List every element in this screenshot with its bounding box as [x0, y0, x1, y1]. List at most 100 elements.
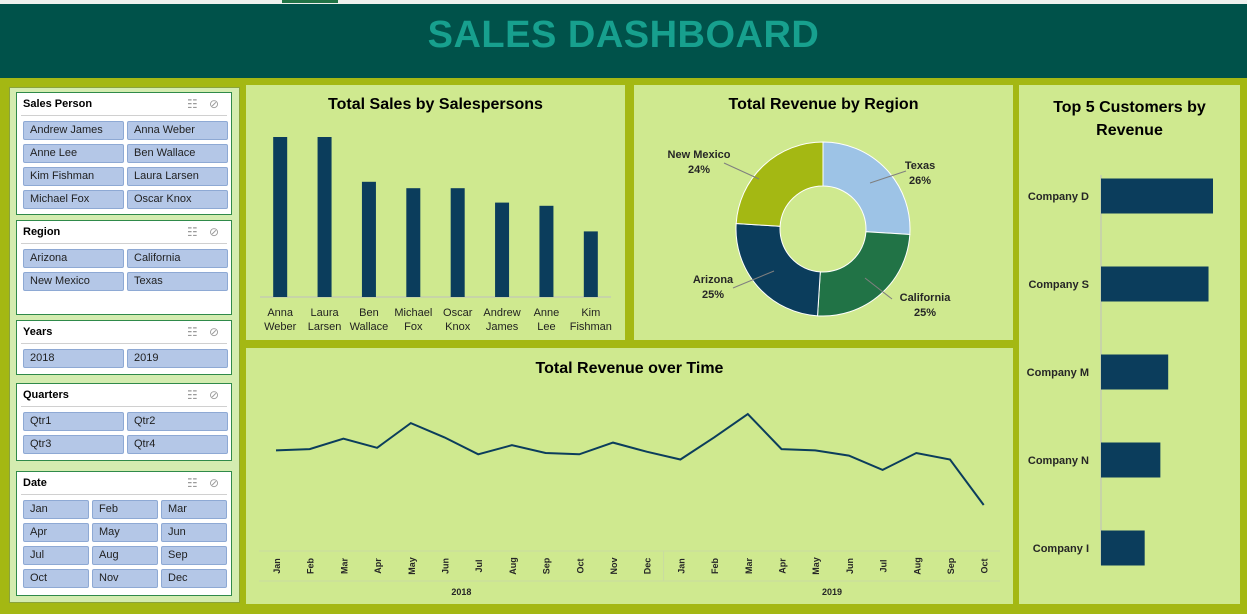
slicer-item-region[interactable]: Arizona — [23, 249, 124, 268]
tick-label-month: Jul — [474, 559, 484, 572]
slicer-item-quarters[interactable]: Qtr2 — [127, 412, 228, 431]
tick-label-customer: Company M — [1027, 367, 1089, 379]
slicer-item-quarters[interactable]: Qtr4 — [127, 435, 228, 454]
slicer-item-quarters[interactable]: Qtr3 — [23, 435, 124, 454]
tick-label-salesperson: Fox — [404, 321, 423, 333]
multi-select-icon[interactable]: ☷ — [187, 97, 198, 111]
bar-customer[interactable] — [1101, 442, 1161, 478]
sheet-tab-indicator[interactable] — [282, 0, 338, 3]
tick-label-month: May — [407, 557, 417, 575]
bar-salesperson[interactable] — [450, 188, 465, 297]
tick-label-salesperson: Ben — [359, 307, 379, 319]
tick-label-month: Jan — [272, 558, 282, 574]
tick-label-customer: Company I — [1033, 543, 1089, 555]
tick-label-customer: Company N — [1028, 455, 1089, 467]
bar-customer[interactable] — [1101, 266, 1209, 302]
donut-pct-label: 25% — [702, 289, 724, 301]
slicer-divider — [21, 343, 227, 344]
slicer-item-sales-person[interactable]: Anne Lee — [23, 144, 124, 163]
slicer-item-region[interactable]: New Mexico — [23, 272, 124, 291]
donut-label: California — [900, 292, 952, 304]
slicer-item-date[interactable]: Jun — [161, 523, 227, 542]
slicer-item-sales-person[interactable]: Anna Weber — [127, 121, 228, 140]
slicer-item-date[interactable]: Jul — [23, 546, 89, 565]
bar-salesperson[interactable] — [539, 205, 554, 297]
clear-filter-icon[interactable]: ⊘ — [209, 388, 220, 402]
multi-select-icon[interactable]: ☷ — [187, 388, 198, 402]
slicer-header-icons: ☷ ⊘ — [185, 325, 225, 339]
clear-filter-icon[interactable]: ⊘ — [209, 476, 220, 490]
donut-label: Texas — [905, 160, 935, 172]
tick-label-month: Feb — [710, 558, 720, 575]
chart-title-time: Total Revenue over Time — [535, 360, 724, 377]
tick-label-salesperson: Laura — [310, 307, 339, 319]
panel-revenue-over-time: Total Revenue over Time Jan Feb Mar Apr May J… — [246, 348, 1013, 604]
bar-customer[interactable] — [1101, 178, 1213, 214]
bar-salesperson[interactable] — [317, 137, 332, 297]
donut-leader-line — [723, 162, 760, 180]
slicer-item-date[interactable]: Oct — [23, 569, 89, 588]
slicer-header-icons: ☷ ⊘ — [185, 476, 225, 490]
slicer-item-date[interactable]: Feb — [92, 500, 158, 519]
tick-label-salesperson: Michael — [394, 307, 432, 319]
bar-salesperson[interactable] — [406, 188, 421, 297]
bar-salesperson[interactable] — [583, 231, 598, 297]
clear-filter-icon[interactable]: ⊘ — [209, 225, 220, 239]
slicer-item-date[interactable]: Apr — [23, 523, 89, 542]
slicer-item-sales-person[interactable]: Oscar Knox — [127, 190, 228, 209]
slicer-item-sales-person[interactable]: Michael Fox — [23, 190, 124, 209]
dashboard-title: SALES DASHBOARD — [427, 14, 820, 56]
slicer-item-date[interactable]: Aug — [92, 546, 158, 565]
slicer-header-icons: ☷ ⊘ — [185, 388, 225, 402]
bar-customer[interactable] — [1101, 354, 1169, 390]
tick-label-year: 2018 — [451, 587, 471, 597]
slicer-item-region[interactable]: Texas — [127, 272, 228, 291]
multi-select-icon[interactable]: ☷ — [187, 325, 198, 339]
slicer-item-date[interactable]: Jan — [23, 500, 89, 519]
donut-slice-arizona[interactable] — [735, 223, 821, 317]
slicer-item-sales-person[interactable]: Kim Fishman — [23, 167, 124, 186]
donut-slice-new-mexico[interactable] — [735, 141, 824, 227]
slicer-years: Years ☷ ⊘ 2018 2019 — [16, 320, 232, 375]
tick-label-month: Jul — [879, 559, 889, 572]
bar-salesperson[interactable] — [273, 137, 288, 297]
tick-label-month: Dec — [643, 558, 653, 575]
tick-label-salesperson: Lee — [537, 321, 555, 333]
bar-salesperson[interactable] — [361, 181, 376, 297]
slicer-item-sales-person[interactable]: Laura Larsen — [127, 167, 228, 186]
slicer-divider — [21, 115, 227, 116]
slicer-item-years[interactable]: 2019 — [127, 349, 228, 368]
donut-slice-texas[interactable] — [822, 141, 911, 235]
tick-label-month: Apr — [778, 558, 788, 574]
tick-label-month: Mar — [744, 558, 754, 575]
donut-pct-label: 24% — [688, 164, 710, 176]
bar-customer[interactable] — [1101, 530, 1145, 566]
multi-select-icon[interactable]: ☷ — [187, 476, 198, 490]
panel-revenue-by-region: Total Revenue by Region Texas 26% Californ… — [634, 85, 1013, 340]
clear-filter-icon[interactable]: ⊘ — [209, 97, 220, 111]
chart-title-sales: Total Sales by Salespersons — [328, 96, 543, 113]
slicer-item-date[interactable]: Sep — [161, 546, 227, 565]
slicer-item-quarters[interactable]: Qtr1 — [23, 412, 124, 431]
slicer-item-sales-person[interactable]: Ben Wallace — [127, 144, 228, 163]
tick-label-salesperson: Larsen — [308, 321, 342, 333]
multi-select-icon[interactable]: ☷ — [187, 225, 198, 239]
donut-slice-california[interactable] — [817, 231, 911, 317]
slicer-item-date[interactable]: Mar — [161, 500, 227, 519]
bar-salesperson[interactable] — [495, 202, 510, 297]
slicer-item-years[interactable]: 2018 — [23, 349, 124, 368]
slicer-item-date[interactable]: Nov — [92, 569, 158, 588]
clear-filter-icon[interactable]: ⊘ — [209, 325, 220, 339]
slicer-item-sales-person[interactable]: Andrew James — [23, 121, 124, 140]
slicer-item-date[interactable]: May — [92, 523, 158, 542]
slicer-item-date[interactable]: Dec — [161, 569, 227, 588]
revenue-line-series[interactable] — [275, 412, 985, 506]
tick-label-month: Sep — [542, 557, 552, 574]
tick-label-month: Jun — [441, 558, 451, 574]
slicer-item-region[interactable]: California — [127, 249, 228, 268]
donut-pct-label: 25% — [914, 307, 936, 319]
tick-label-salesperson: Andrew — [483, 307, 520, 319]
slicer-header-icons: ☷ ⊘ — [185, 225, 225, 239]
tick-label-customer: Company D — [1028, 191, 1089, 203]
donut-leader-line — [864, 277, 893, 300]
